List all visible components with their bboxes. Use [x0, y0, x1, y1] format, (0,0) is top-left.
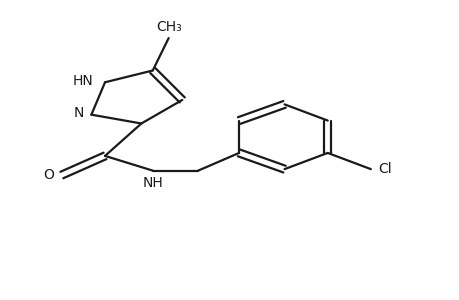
Text: CH₃: CH₃ [156, 20, 181, 34]
Text: N: N [73, 106, 84, 120]
Text: O: O [43, 168, 54, 182]
Text: Cl: Cl [377, 162, 391, 176]
Text: NH: NH [142, 176, 163, 190]
Text: HN: HN [73, 74, 94, 88]
